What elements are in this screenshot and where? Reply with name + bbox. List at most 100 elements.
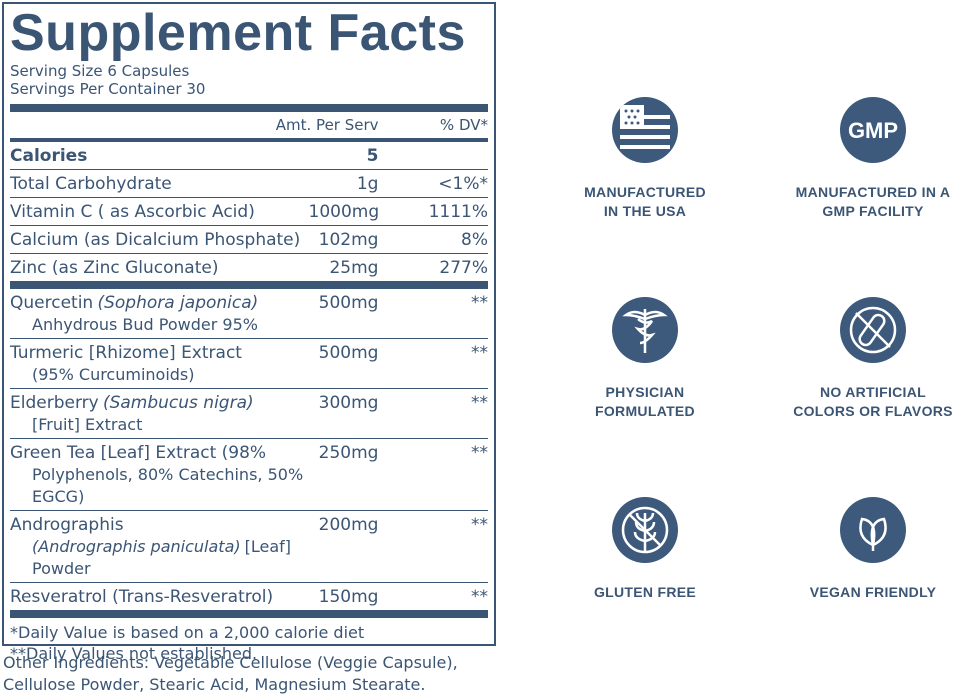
- nutrient-row: Calcium (as Dicalcium Phosphate) 102mg 8%: [10, 226, 488, 254]
- badge: GLUTEN FREE: [545, 497, 745, 602]
- badge: MANUFACTURED IN THE USA: [545, 97, 745, 221]
- daily-value: **: [471, 515, 488, 535]
- name-segment: Polyphenols, 80% Catechins, 50% EGCG): [32, 465, 304, 506]
- name-segment: (Sambucus nigra): [102, 393, 254, 413]
- badge-label-line: COLORS OR FLAVORS: [793, 403, 953, 419]
- footnote: *Daily Value is based on a 2,000 calorie…: [10, 623, 365, 642]
- badge-label-line: FORMULATED: [595, 403, 695, 419]
- name-line: [Fruit] Extract: [10, 414, 309, 436]
- name-segment: Vitamin C ( as Ascorbic Acid): [10, 202, 255, 222]
- name-segment: Calories: [10, 146, 88, 166]
- name-segment: (Andrographis paniculata): [32, 537, 241, 556]
- name-segment: Total Carbohydrate: [10, 174, 172, 194]
- name-segment: Quercetin: [10, 293, 94, 313]
- name-line: (95% Curcuminoids): [10, 364, 309, 386]
- nutrient-row: Green Tea [Leaf] Extract (98% Polyphenols…: [10, 439, 488, 511]
- badge-label: VEGAN FRIENDLY: [773, 583, 957, 602]
- name-segment: [Leaf] Powder: [32, 537, 292, 578]
- rule: [10, 281, 488, 289]
- name-line: Resveratrol (Trans-Resveratrol): [10, 586, 309, 608]
- nutrient-row: Resveratrol (Trans-Resveratrol) 150mg **: [10, 583, 488, 610]
- name-line: Anhydrous Bud Powder 95%: [10, 314, 309, 336]
- name-line: Andrographis: [10, 514, 309, 536]
- badge-label-line: GMP FACILITY: [822, 203, 924, 219]
- badge-label: PHYSICIAN FORMULATED: [545, 383, 745, 421]
- name-segment: [Fruit] Extract: [32, 415, 143, 434]
- name-segment: Anhydrous Bud Powder 95%: [32, 315, 258, 334]
- nutrient-name: Elderberry (Sambucus nigra) [Fruit] Extrac…: [10, 392, 309, 436]
- nutrient-name: Total Carbohydrate: [10, 173, 309, 195]
- amount: 102mg: [318, 230, 379, 250]
- name-segment: (95% Curcuminoids): [32, 365, 195, 384]
- title: Supplement Facts: [10, 4, 466, 62]
- badge-label-line: NO ARTIFICIAL: [819, 384, 927, 400]
- name-segment: Elderberry: [10, 393, 99, 413]
- daily-value: **: [471, 293, 488, 313]
- other-ingredients: Other Ingredients: Vegetable Cellulose (…: [3, 653, 458, 694]
- nutrient-name: Vitamin C ( as Ascorbic Acid): [10, 201, 309, 223]
- nutrient-row: Vitamin C ( as Ascorbic Acid) 1000mg 1111%: [10, 198, 488, 226]
- rule: [10, 104, 488, 112]
- daily-value: 277%: [439, 258, 488, 278]
- amount: 500mg: [318, 293, 379, 313]
- badge-label: NO ARTIFICIAL COLORS OR FLAVORS: [773, 383, 957, 421]
- name-line: Calories: [10, 145, 309, 167]
- name-line: Vitamin C ( as Ascorbic Acid): [10, 201, 309, 223]
- amount: 200mg: [318, 515, 379, 535]
- badge: NO ARTIFICIAL COLORS OR FLAVORS: [773, 297, 957, 421]
- badge-label: MANUFACTURED IN A GMP FACILITY: [773, 183, 957, 221]
- daily-value: **: [471, 587, 488, 607]
- serving-size: Serving Size 6 Capsules: [10, 62, 190, 80]
- nutrient-row: Turmeric [Rhizome] Extract (95% Curcumino…: [10, 339, 488, 389]
- amount: 250mg: [318, 443, 379, 463]
- daily-value: 8%: [461, 230, 488, 250]
- badge-icon: [612, 497, 678, 563]
- name-line: Total Carbohydrate: [10, 173, 309, 195]
- name-segment: Turmeric [Rhizome] Extract: [10, 343, 242, 363]
- badge-icon: [840, 497, 906, 563]
- nutrient-name: Andrographis (Andrographis paniculata) [Le…: [10, 514, 309, 580]
- dv-header: % DV*: [439, 116, 488, 134]
- badge: VEGAN FRIENDLY: [773, 497, 957, 602]
- daily-value: 1111%: [428, 202, 488, 222]
- nutrient-row: Zinc (as Zinc Gluconate) 25mg 277%: [10, 254, 488, 281]
- nutrient-name: Calcium (as Dicalcium Phosphate): [10, 229, 309, 251]
- nutrient-row: Calories 5: [10, 142, 488, 170]
- daily-value: <1%*: [438, 174, 488, 194]
- nutrient-name: Turmeric [Rhizome] Extract (95% Curcumino…: [10, 342, 309, 386]
- nutrient-name: Calories: [10, 145, 309, 167]
- name-segment: Green Tea [Leaf] Extract (98%: [10, 443, 267, 463]
- badge-label-line: VEGAN FRIENDLY: [809, 584, 937, 600]
- nutrient-name: Zinc (as Zinc Gluconate): [10, 257, 309, 279]
- amount: 500mg: [318, 343, 379, 363]
- amount: 25mg: [329, 258, 379, 278]
- name-line: Elderberry (Sambucus nigra): [10, 392, 309, 414]
- badge-label: GLUTEN FREE: [545, 583, 745, 602]
- daily-value: [378, 145, 488, 167]
- name-segment: Andrographis: [10, 515, 124, 535]
- footnote: **Daily Values not established.: [10, 644, 258, 663]
- daily-value: **: [471, 393, 488, 413]
- badge-label-line: MANUFACTURED: [584, 184, 706, 200]
- name-segment: Calcium (as Dicalcium Phosphate): [10, 230, 301, 250]
- amount: 5: [366, 146, 379, 166]
- supplement-facts: Supplement Facts Serving Size 6 Capsules…: [2, 2, 496, 663]
- name-line: (Andrographis paniculata) [Leaf] Powder: [10, 536, 309, 580]
- name-line: Zinc (as Zinc Gluconate): [10, 257, 309, 279]
- name-line: Calcium (as Dicalcium Phosphate): [10, 229, 309, 251]
- rule: [10, 138, 488, 142]
- badge-label-line: IN THE USA: [603, 203, 687, 219]
- rule: [10, 610, 488, 618]
- badge-icon: [612, 97, 678, 163]
- badge-icon: [612, 297, 678, 363]
- nutrient-name: Resveratrol (Trans-Resveratrol): [10, 586, 309, 608]
- nutrient-row: Andrographis (Andrographis paniculata) [Le…: [10, 511, 488, 583]
- daily-value: **: [471, 443, 488, 463]
- nutrient-name: Green Tea [Leaf] Extract (98% Polyphenols…: [10, 442, 309, 508]
- nutrient-row: Total Carbohydrate 1g <1%*: [10, 170, 488, 198]
- nutrient-table: Calories 5 Total Carbohydrate 1g <1%* Vitamin…: [10, 142, 488, 618]
- icon-text: GMP: [848, 118, 898, 143]
- badge-label-line: MANUFACTURED IN A: [795, 184, 951, 200]
- amount-header: Amt. Per Serv: [275, 116, 379, 134]
